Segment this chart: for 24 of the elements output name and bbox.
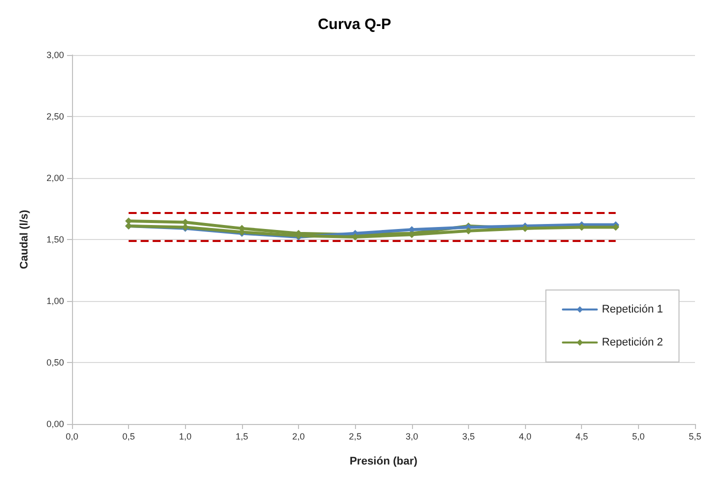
y-tick-label: 2,50 [46, 112, 64, 122]
y-tick-label: 0,00 [46, 419, 64, 429]
y-tick-label: 2,00 [46, 173, 64, 183]
legend-label: Repetición 1 [602, 304, 664, 316]
x-tick-label: 0,0 [66, 432, 78, 442]
x-tick-label: 1,5 [236, 432, 248, 442]
y-tick-label: 1,50 [46, 234, 64, 244]
x-tick-label: 0,5 [122, 432, 135, 442]
x-tick-label: 1,0 [179, 432, 192, 442]
x-tick-label: 4,0 [518, 432, 532, 442]
x-tick-label: 3,0 [406, 432, 418, 442]
y-tick-label: 0,50 [46, 358, 64, 368]
x-tick-label: 4,5 [575, 432, 588, 442]
x-axis-title: Presión (bar) [350, 456, 418, 468]
x-tick-label: 5,5 [688, 432, 702, 442]
x-tick-label: 5,0 [632, 432, 645, 442]
y-tick-label: 3,00 [46, 50, 64, 60]
y-axis-title: Caudal (l/s) [18, 210, 30, 270]
y-tick-label: 1,00 [46, 296, 64, 306]
legend-label: Repetición 2 [602, 336, 664, 348]
x-tick-label: 3,5 [462, 432, 475, 442]
x-tick-label: 2,0 [292, 432, 305, 442]
x-tick-label: 2,5 [348, 432, 362, 442]
chart-title: Curva Q-P [318, 16, 392, 33]
